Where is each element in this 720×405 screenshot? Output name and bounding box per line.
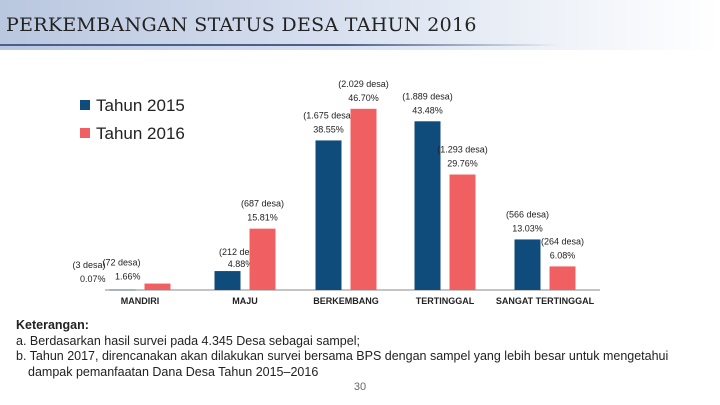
bar-sangat-tertinggal-2015 bbox=[514, 239, 541, 290]
bar-tertinggal-2015 bbox=[414, 121, 441, 290]
category-label-berkembang: BERKEMBANG bbox=[313, 296, 379, 306]
note-item-a: a. Berdasarkan hasil survei pada 4.345 D… bbox=[16, 333, 360, 348]
notes: Keterangan: a. Berdasarkan hasil survei … bbox=[16, 318, 716, 380]
data-label-percent-3-1: 29.76% bbox=[447, 159, 478, 169]
bar-tertinggal-2016 bbox=[449, 174, 476, 290]
data-label-count-4-0: (566 desa) bbox=[506, 209, 549, 219]
data-label-count-3-0: (1.889 desa) bbox=[402, 91, 453, 101]
bar-mandiri-2015 bbox=[109, 289, 136, 291]
bar-berkembang-2016 bbox=[350, 108, 377, 290]
data-label-count-0-0: (3 desa) bbox=[72, 260, 105, 270]
page-number: 30 bbox=[353, 381, 367, 393]
category-label-maju: MAJU bbox=[232, 296, 258, 306]
data-label-percent-1-0: 4.88% bbox=[228, 259, 254, 269]
page-title: PERKEMBANGAN STATUS DESA TAHUN 2016 bbox=[6, 14, 477, 36]
bar-mandiri-2016 bbox=[144, 283, 171, 290]
bar-chart: (3 desa) 0.07% (72 desa) 1.66% MANDIRI (212 d… bbox=[72, 79, 600, 306]
note-item-b-continued: dampak pemanfaatan Dana Desa Tahun 2015–… bbox=[28, 364, 319, 379]
category-label-mandiri: MANDIRI bbox=[121, 296, 160, 306]
category-label-sangat-tertinggal: SANGAT TERTINGGAL bbox=[496, 296, 595, 306]
bar-maju-2016 bbox=[249, 228, 276, 290]
legend-swatch-1 bbox=[80, 128, 90, 138]
category-label-tertinggal: TERTINGGAL bbox=[416, 296, 475, 306]
legend-label-0: Tahun 2015 bbox=[96, 96, 185, 115]
data-label-percent-4-0: 13.03% bbox=[512, 223, 543, 233]
data-label-count-1-0: (212 desa) bbox=[219, 247, 262, 257]
legend-swatch-0 bbox=[80, 100, 90, 110]
data-label-count-1-1: (687 desa) bbox=[241, 199, 284, 209]
data-label-percent-2-0: 38.55% bbox=[313, 124, 344, 134]
data-label-percent-2-1: 46.70% bbox=[348, 93, 379, 103]
data-label-percent-3-0: 43.48% bbox=[412, 105, 443, 115]
bar-maju-2015 bbox=[214, 271, 241, 290]
title-underline bbox=[0, 44, 560, 46]
legend-label-1: Tahun 2016 bbox=[96, 124, 185, 143]
data-label-percent-0-0: 0.07% bbox=[80, 274, 106, 284]
data-label-percent-1-1: 15.81% bbox=[247, 213, 278, 223]
bar-berkembang-2015 bbox=[315, 140, 342, 290]
bar-sangat-tertinggal-2016 bbox=[549, 266, 576, 290]
data-label-count-0-1: (72 desa) bbox=[102, 258, 140, 268]
data-label-count-2-1: (2.029 desa) bbox=[338, 79, 389, 89]
data-label-percent-0-1: 1.66% bbox=[115, 272, 141, 282]
title-band bbox=[0, 0, 720, 50]
data-label-count-2-0: (1.675 desa) bbox=[303, 110, 354, 120]
notes-heading: Keterangan: bbox=[16, 318, 89, 332]
data-label-percent-4-1: 6.08% bbox=[550, 250, 576, 260]
data-label-count-3-1: (1.293 desa) bbox=[437, 145, 488, 155]
note-item-b: b. Tahun 2017, direncanakan akan dilakuk… bbox=[16, 349, 669, 363]
data-label-count-4-1: (264 desa) bbox=[541, 236, 584, 246]
